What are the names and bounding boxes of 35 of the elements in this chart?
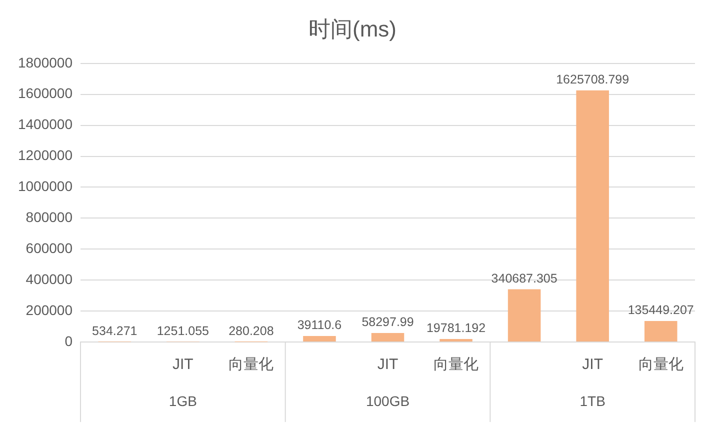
x-tick-label: 向量化 — [434, 356, 479, 374]
text: 1TB — [580, 392, 606, 409]
data-label: 534.271 — [92, 324, 138, 338]
y-tick-label: 0 — [64, 332, 73, 349]
y-tick-label: 600000 — [26, 240, 73, 256]
data-label: 1625708.799 — [556, 72, 630, 87]
y-tick-label: 1200000 — [18, 147, 73, 164]
x-tick-label: 向量化 — [228, 356, 274, 374]
x-tick-label: 向量化 — [638, 356, 684, 374]
data-label: 39110.6 — [297, 318, 342, 332]
text: 100GB — [366, 392, 410, 409]
bar — [576, 90, 609, 342]
x-tick-label: JIT — [377, 356, 398, 374]
y-tick-label: 800000 — [26, 209, 73, 226]
data-label: 19781.192 — [426, 321, 486, 336]
bar — [371, 332, 404, 342]
bar — [440, 338, 472, 342]
y-tick-label: 1400000 — [18, 116, 73, 132]
data-label: 340687.305 — [491, 271, 558, 286]
bar — [303, 336, 336, 342]
data-label: 135449.207 — [628, 303, 694, 318]
chart-title: 时间(ms) — [308, 16, 396, 42]
y-tick-label: 1600000 — [18, 85, 73, 102]
text: 1GB — [168, 392, 197, 409]
y-tick-label: 1800000 — [18, 54, 73, 70]
y-tick-label: 200000 — [26, 302, 73, 318]
y-tick-label: 1000000 — [18, 178, 73, 194]
bar — [508, 289, 541, 342]
y-tick-label: 400000 — [26, 270, 73, 287]
x-tick-label: JIT — [172, 356, 194, 374]
x-tick-label: JIT — [582, 356, 604, 374]
bar — [644, 321, 678, 342]
data-label: 58297.99 — [362, 315, 414, 330]
data-label: 280.208 — [228, 324, 274, 338]
data-label: 1251.055 — [156, 324, 210, 338]
